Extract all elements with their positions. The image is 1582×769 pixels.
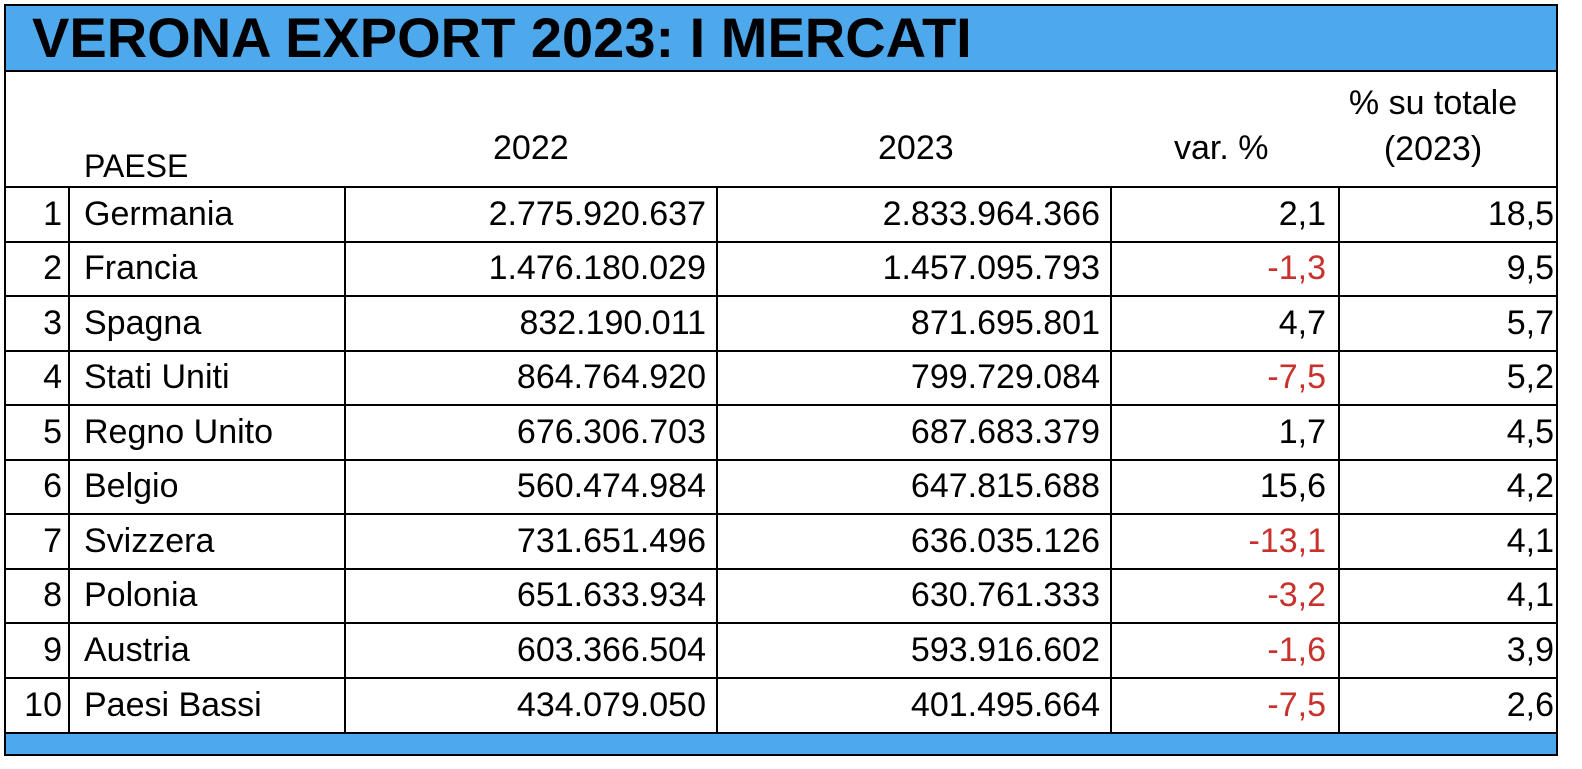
share-cell: 4,1	[1506, 576, 1554, 615]
value-2023-cell: 630.761.333	[718, 569, 1112, 622]
page-title: VERONA EXPORT 2023: I MERCATI	[32, 6, 972, 69]
export-table: VERONA EXPORT 2023: I MERCATI PAESE 2022…	[4, 4, 1558, 756]
table-row: 1 Germania 2.775.920.637 2.833.964.366 2,1 18…	[6, 188, 1556, 243]
share-cell: 9,5	[1506, 249, 1554, 288]
value-2023-cell: 1.457.095.793	[718, 242, 1112, 295]
table-row: 8 Polonia 651.633.934 630.761.333 -3,2 4,1	[6, 569, 1556, 624]
value-2023-cell: 871.695.801	[718, 297, 1112, 350]
value-2023-cell: 647.815.688	[718, 460, 1112, 513]
country-cell: Belgio	[70, 460, 346, 513]
share-cell: 4,5	[1506, 412, 1554, 451]
value-2022-cell: 832.190.011	[346, 297, 718, 350]
rank-cell: 9	[6, 624, 70, 677]
country-cell: Svizzera	[70, 515, 346, 568]
var-cell: -1,6	[1112, 624, 1340, 677]
table-row: 3 Spagna 832.190.011 871.695.801 4,7 5,7	[6, 297, 1556, 352]
table-row: 7 Svizzera 731.651.496 636.035.126 -13,1 4,1	[6, 515, 1556, 570]
share-cell: 18,5	[1487, 194, 1554, 233]
value-2023-cell: 2.833.964.366	[718, 188, 1112, 241]
value-2022-cell: 434.079.050	[346, 678, 718, 733]
country-cell: Stati Uniti	[70, 351, 346, 404]
country-cell: Germania	[70, 188, 346, 241]
var-cell: 1,7	[1112, 406, 1340, 459]
value-2022-cell: 731.651.496	[346, 515, 718, 568]
value-2023-cell: 636.035.126	[718, 515, 1112, 568]
header-2022: 2022	[493, 129, 569, 167]
header-share: % su totale (2023)	[1348, 80, 1518, 172]
country-cell: Austria	[70, 624, 346, 677]
country-cell: Regno Unito	[70, 406, 346, 459]
footer-bar	[6, 732, 1556, 754]
rank-cell: 3	[6, 297, 70, 350]
share-cell: 5,2	[1506, 358, 1554, 397]
var-cell: -1,3	[1112, 242, 1340, 295]
var-cell: 4,7	[1112, 297, 1340, 350]
header-paese: PAESE	[84, 148, 189, 184]
value-2022-cell: 651.633.934	[346, 569, 718, 622]
share-cell: 4,2	[1506, 467, 1554, 506]
table-row: 5 Regno Unito 676.306.703 687.683.379 1,7 4,5	[6, 406, 1556, 461]
var-cell: 2,1	[1112, 188, 1340, 241]
rank-cell: 8	[6, 569, 70, 622]
rank-cell: 1	[6, 188, 70, 241]
value-2022-cell: 603.366.504	[346, 624, 718, 677]
rank-cell: 6	[6, 460, 70, 513]
value-2023-cell: 593.916.602	[718, 624, 1112, 677]
table-row: 6 Belgio 560.474.984 647.815.688 15,6 4,2	[6, 460, 1556, 515]
value-2022-cell: 2.775.920.637	[346, 188, 718, 241]
table-header: PAESE 2022 2023 var. % % su totale (2023…	[6, 72, 1556, 188]
value-2022-cell: 560.474.984	[346, 460, 718, 513]
value-2022-cell: 864.764.920	[346, 351, 718, 404]
share-cell: 3,9	[1506, 630, 1554, 669]
value-2023-cell: 799.729.084	[718, 351, 1112, 404]
share-cell: 5,7	[1506, 303, 1554, 342]
value-2023-cell: 687.683.379	[718, 406, 1112, 459]
share-cell: 2,6	[1506, 686, 1554, 725]
header-share-line1: % su totale	[1348, 84, 1518, 122]
title-bar: VERONA EXPORT 2023: I MERCATI	[6, 6, 1556, 72]
value-2022-cell: 1.476.180.029	[346, 242, 718, 295]
header-2023: 2023	[878, 129, 954, 167]
rank-cell: 7	[6, 515, 70, 568]
country-cell: Francia	[70, 242, 346, 295]
rank-cell: 5	[6, 406, 70, 459]
var-cell: -7,5	[1112, 351, 1340, 404]
country-cell: Paesi Bassi	[70, 678, 346, 733]
value-2022-cell: 676.306.703	[346, 406, 718, 459]
rank-cell: 2	[6, 242, 70, 295]
value-2023-cell: 401.495.664	[718, 678, 1112, 733]
country-cell: Spagna	[70, 297, 346, 350]
table-row: 2 Francia 1.476.180.029 1.457.095.793 -1,3 9,…	[6, 242, 1556, 297]
var-cell: 15,6	[1112, 460, 1340, 513]
rank-cell: 4	[6, 351, 70, 404]
var-cell: -13,1	[1112, 515, 1340, 568]
rank-cell: 10	[6, 678, 70, 733]
table-row: 10 Paesi Bassi 434.079.050 401.495.664 -7,5 2…	[6, 678, 1556, 733]
var-cell: -3,2	[1112, 569, 1340, 622]
table-row: 4 Stati Uniti 864.764.920 799.729.084 -7,5 5,…	[6, 351, 1556, 406]
var-cell: -7,5	[1112, 678, 1340, 733]
country-cell: Polonia	[70, 569, 346, 622]
header-share-line2: (2023)	[1383, 130, 1483, 168]
header-var: var. %	[1174, 129, 1269, 167]
table-row: 9 Austria 603.366.504 593.916.602 -1,6 3,9	[6, 624, 1556, 679]
share-cell: 4,1	[1506, 521, 1554, 560]
